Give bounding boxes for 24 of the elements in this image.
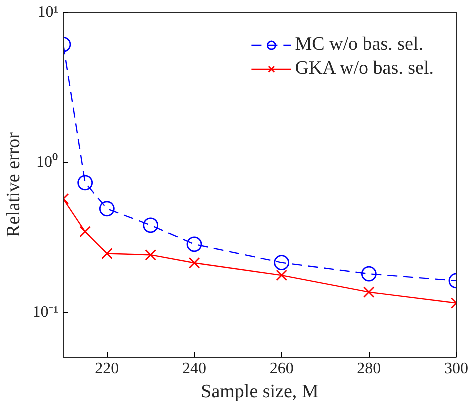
x-tick-label: 260: [270, 360, 294, 378]
point: [102, 248, 113, 260]
y-tick-label: 10⁻¹: [32, 304, 59, 321]
point: [274, 255, 290, 271]
point: [276, 270, 288, 282]
x-tick-label: 220: [95, 360, 120, 378]
x-tick-label: 280: [357, 360, 382, 378]
point: [186, 236, 202, 252]
point: [78, 175, 94, 191]
point: [143, 218, 159, 234]
point: [99, 201, 115, 217]
x-tick-label: 240: [182, 360, 206, 378]
x-tick-label: 300: [444, 360, 468, 378]
legend-label: MC w/o bas. sel.: [295, 34, 424, 56]
y-tick-label: 10⁰: [36, 152, 58, 171]
point: [80, 226, 91, 238]
legend-label: GKA w/o bas. sel.: [295, 58, 434, 80]
point: [364, 286, 375, 298]
y-tick-label: 10¹: [38, 4, 59, 21]
point: [361, 266, 377, 282]
x-axis-title: Sample size, M: [201, 382, 319, 402]
point: [188, 257, 200, 269]
point: [145, 249, 156, 261]
y-axis-title: Relative error: [4, 132, 25, 238]
